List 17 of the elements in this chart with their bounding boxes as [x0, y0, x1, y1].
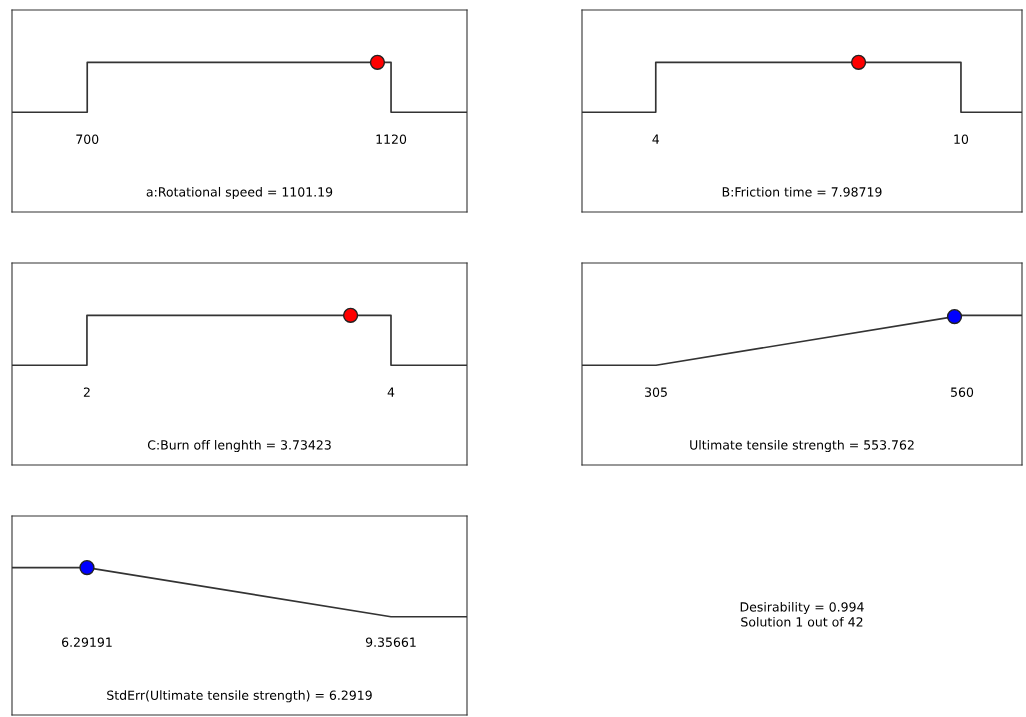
x-axis-title: B:Friction time = 7.98719: [722, 186, 882, 197]
x-axis-title: Ultimate tensile strength = 553.762: [690, 439, 914, 453]
text: Solution 1 out of 42: [741, 616, 863, 627]
x-tick-label: 560: [951, 387, 974, 397]
x-tick-label: 700: [76, 134, 99, 144]
x-axis-title: a:Rotational speed = 1101.19: [146, 186, 333, 200]
x-tick-label: 9.35661: [365, 637, 416, 647]
text: Desirability = 0.994: [740, 601, 864, 615]
x-tick-label: 4: [387, 387, 395, 397]
x-tick-label: 2: [83, 387, 90, 397]
x-axis-title: StdErr(Ultimate tensile strength) = 6.2919: [107, 690, 372, 703]
x-tick-label: 4: [652, 134, 660, 144]
x-tick-label: 1120: [376, 134, 407, 144]
x-tick-label: 6.29191: [62, 637, 112, 647]
x-axis-title: C:Burn off lenghth = 3.73423: [147, 439, 331, 453]
x-tick-label: 305: [645, 387, 667, 397]
x-tick-label: 10: [954, 134, 969, 144]
